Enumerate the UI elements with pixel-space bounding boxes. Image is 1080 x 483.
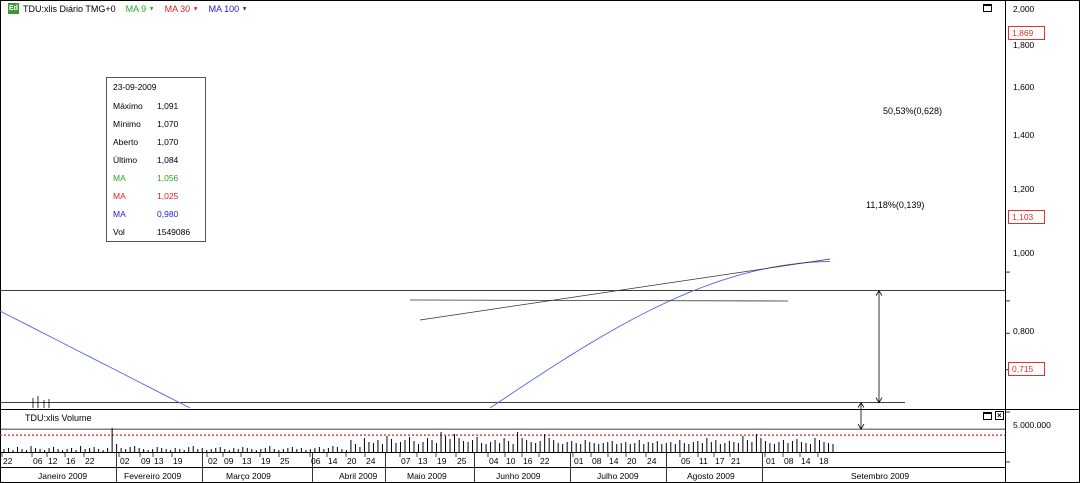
dropdown-triangle-icon[interactable]: ▼ <box>241 6 248 13</box>
small-move-arrow-tail <box>857 423 865 430</box>
day-tick-label: 01 <box>574 456 584 466</box>
info-row-ma100: MA 0,980 <box>113 209 179 219</box>
day-tick-label: 17 <box>715 456 725 466</box>
neckline <box>409 299 789 302</box>
day-tick-label: 07 <box>401 456 411 466</box>
ma9-label[interactable]: MA 9 ▼ <box>125 3 155 14</box>
month-label: Junho 2009 <box>496 471 541 481</box>
day-tick-label: 25 <box>280 456 290 466</box>
price-tick: 0,800 <box>1013 326 1035 336</box>
price-tick: 1,600 <box>1013 82 1035 92</box>
price-tick: 1,800 <box>1013 40 1035 50</box>
day-tick-label: 21 <box>731 456 741 466</box>
day-tick-label: 09 <box>224 456 234 466</box>
ma100-line-left <box>0 310 191 409</box>
day-tick-label: 22 <box>85 456 95 466</box>
day-tick-label: 05 <box>681 456 691 466</box>
day-tick-label: 11 <box>699 456 708 466</box>
big-move-annotation: 50,53%(0,628) <box>883 106 943 116</box>
day-tick-label: 13 <box>154 456 164 466</box>
day-tick-label: 01 <box>766 456 776 466</box>
day-tick-label: 22 <box>3 456 13 466</box>
day-tick-label: 19 <box>173 456 183 466</box>
month-label: Abril 2009 <box>339 471 378 481</box>
info-row-last: Último 1,084 <box>113 155 179 165</box>
day-tick-label: 22 <box>540 456 550 466</box>
day-tick-label: 24 <box>366 456 376 466</box>
day-tick-label: 19 <box>261 456 271 466</box>
data-window: 23-09-2009 Máximo 1,091 Mínimo 1,070 Abert… <box>106 77 206 242</box>
maximize-volume-panel-icon[interactable] <box>983 412 992 420</box>
day-tick-label: 12 <box>48 456 58 466</box>
small-move-arrow-head <box>857 401 865 408</box>
current-price-tag: 1,103 <box>1008 210 1045 224</box>
day-tick-label: 02 <box>120 456 130 466</box>
day-tick-label: 04 <box>489 456 499 466</box>
close-volume-panel-icon[interactable]: × <box>995 411 1004 420</box>
day-tick-label: 20 <box>627 456 637 466</box>
lower-level-tag: 0,715 <box>1008 362 1045 376</box>
ma100-line-right <box>489 261 831 409</box>
small-move-annotation: 11,18%(0,139) <box>866 200 925 210</box>
month-label: Julho 2009 <box>597 471 639 481</box>
day-tick-label: 14 <box>609 456 619 466</box>
day-tick-label: 06 <box>33 456 43 466</box>
day-tick-label: 20 <box>347 456 357 466</box>
day-tick-label: 24 <box>647 456 657 466</box>
big-move-arrow-head <box>875 289 883 296</box>
info-row-low: Mínimo 1,070 <box>113 119 179 129</box>
info-row-high: Máximo 1,091 <box>113 101 179 111</box>
day-tick-label: 19 <box>437 456 447 466</box>
price-tick: 1,000 <box>1013 248 1035 258</box>
info-row-open: Aberto 1,070 <box>113 137 179 147</box>
day-tick-label: 18 <box>819 456 829 466</box>
volume-tick: 5.000.000 <box>1013 420 1051 430</box>
info-row-ma30: MA 1,025 <box>113 191 179 201</box>
info-row-volume: Vol 1549086 <box>113 227 191 237</box>
info-row-ma9: MA 1,056 <box>113 173 179 183</box>
day-tick-label: 25 <box>457 456 467 466</box>
volume-panel-title: TDU:xlis Volume <box>25 413 92 423</box>
day-tick-label: 16 <box>66 456 76 466</box>
maximize-price-panel-icon[interactable] <box>983 4 992 12</box>
price-tick: 2,000 <box>1013 4 1035 14</box>
day-tick-label: 08 <box>592 456 602 466</box>
ma30-label[interactable]: MA 30 ▼ <box>164 3 199 14</box>
legend-bar: Ed TDU:xlis Diário TMG+0 MA 9 ▼ MA 30 ▼ … <box>8 2 248 15</box>
month-label: Maio 2009 <box>407 471 447 481</box>
day-tick-label: 14 <box>801 456 811 466</box>
app-logo-icon: Ed <box>8 3 19 14</box>
day-tick-label: 16 <box>523 456 533 466</box>
month-label: Setembro 2009 <box>851 471 910 481</box>
day-tick-label: 10 <box>506 456 516 466</box>
month-label: Fevereiro 2009 <box>124 471 182 481</box>
price-tick: 1,400 <box>1013 130 1035 140</box>
day-tick-label: 13 <box>418 456 428 466</box>
month-label: Agosto 2009 <box>687 471 735 481</box>
big-move-arrow-tail <box>875 397 883 404</box>
day-tick-label: 02 <box>208 456 218 466</box>
symbol-label[interactable]: TDU:xlis Diário TMG+0 <box>23 3 116 14</box>
upper-level-tag: 1,869 <box>1008 26 1045 40</box>
ma100-label[interactable]: MA 100 ▼ <box>208 3 248 14</box>
day-tick-label: 08 <box>784 456 794 466</box>
day-tick-label: 09 <box>141 456 151 466</box>
dropdown-triangle-icon[interactable]: ▼ <box>148 6 155 13</box>
month-label: Março 2009 <box>226 471 271 481</box>
day-tick-label: 14 <box>328 456 338 466</box>
day-tick-label: 06 <box>311 456 321 466</box>
price-tick: 1,200 <box>1013 184 1035 194</box>
day-tick-label: 13 <box>242 456 252 466</box>
month-label: Janeiro 2009 <box>38 471 88 481</box>
dropdown-triangle-icon[interactable]: ▼ <box>192 6 199 13</box>
info-date: 23-09-2009 <box>113 82 157 92</box>
uptrend-line <box>419 258 831 321</box>
